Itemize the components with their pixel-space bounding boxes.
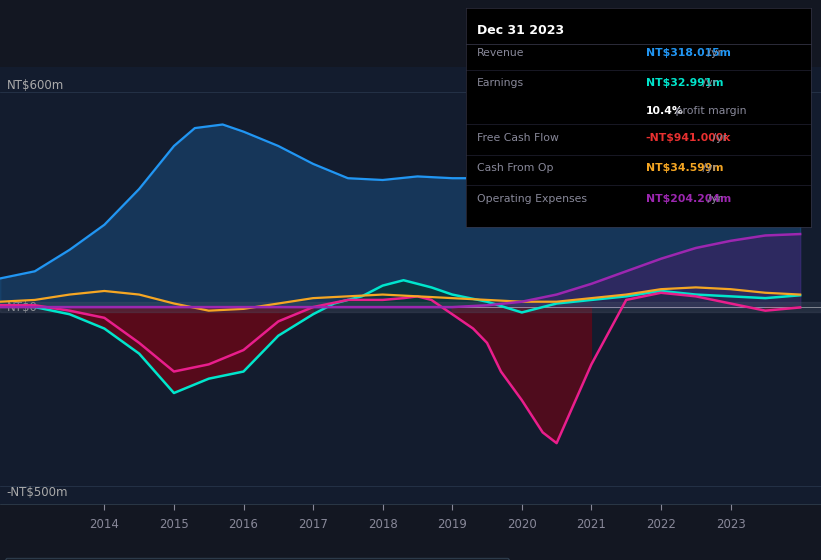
Text: Cash From Op: Cash From Op [477,164,553,174]
Text: NT$32.991m: NT$32.991m [645,78,723,88]
Text: Operating Expenses: Operating Expenses [477,194,587,204]
Text: -NT$500m: -NT$500m [7,486,68,499]
Text: NT$600m: NT$600m [7,80,64,92]
Text: -NT$941.000k: -NT$941.000k [645,133,731,143]
Text: /yr: /yr [704,48,722,58]
Text: profit margin: profit margin [672,106,746,115]
Text: /yr: /yr [709,133,727,143]
Text: NT$318.015m: NT$318.015m [645,48,731,58]
Text: Free Cash Flow: Free Cash Flow [477,133,558,143]
Text: Earnings: Earnings [477,78,524,88]
Bar [0,302,821,312]
Text: /yr: /yr [699,78,717,88]
Text: NT$204.204m: NT$204.204m [645,194,731,204]
Text: Revenue: Revenue [477,48,524,58]
Text: /yr: /yr [699,164,717,174]
Text: /yr: /yr [704,194,722,204]
Legend: Revenue, Earnings, Free Cash Flow, Cash From Op, Operating Expenses: Revenue, Earnings, Free Cash Flow, Cash … [5,558,509,560]
Text: Dec 31 2023: Dec 31 2023 [477,24,564,37]
Text: NT$0: NT$0 [7,301,38,314]
Text: 10.4%: 10.4% [645,106,684,115]
Text: NT$34.599m: NT$34.599m [645,164,723,174]
